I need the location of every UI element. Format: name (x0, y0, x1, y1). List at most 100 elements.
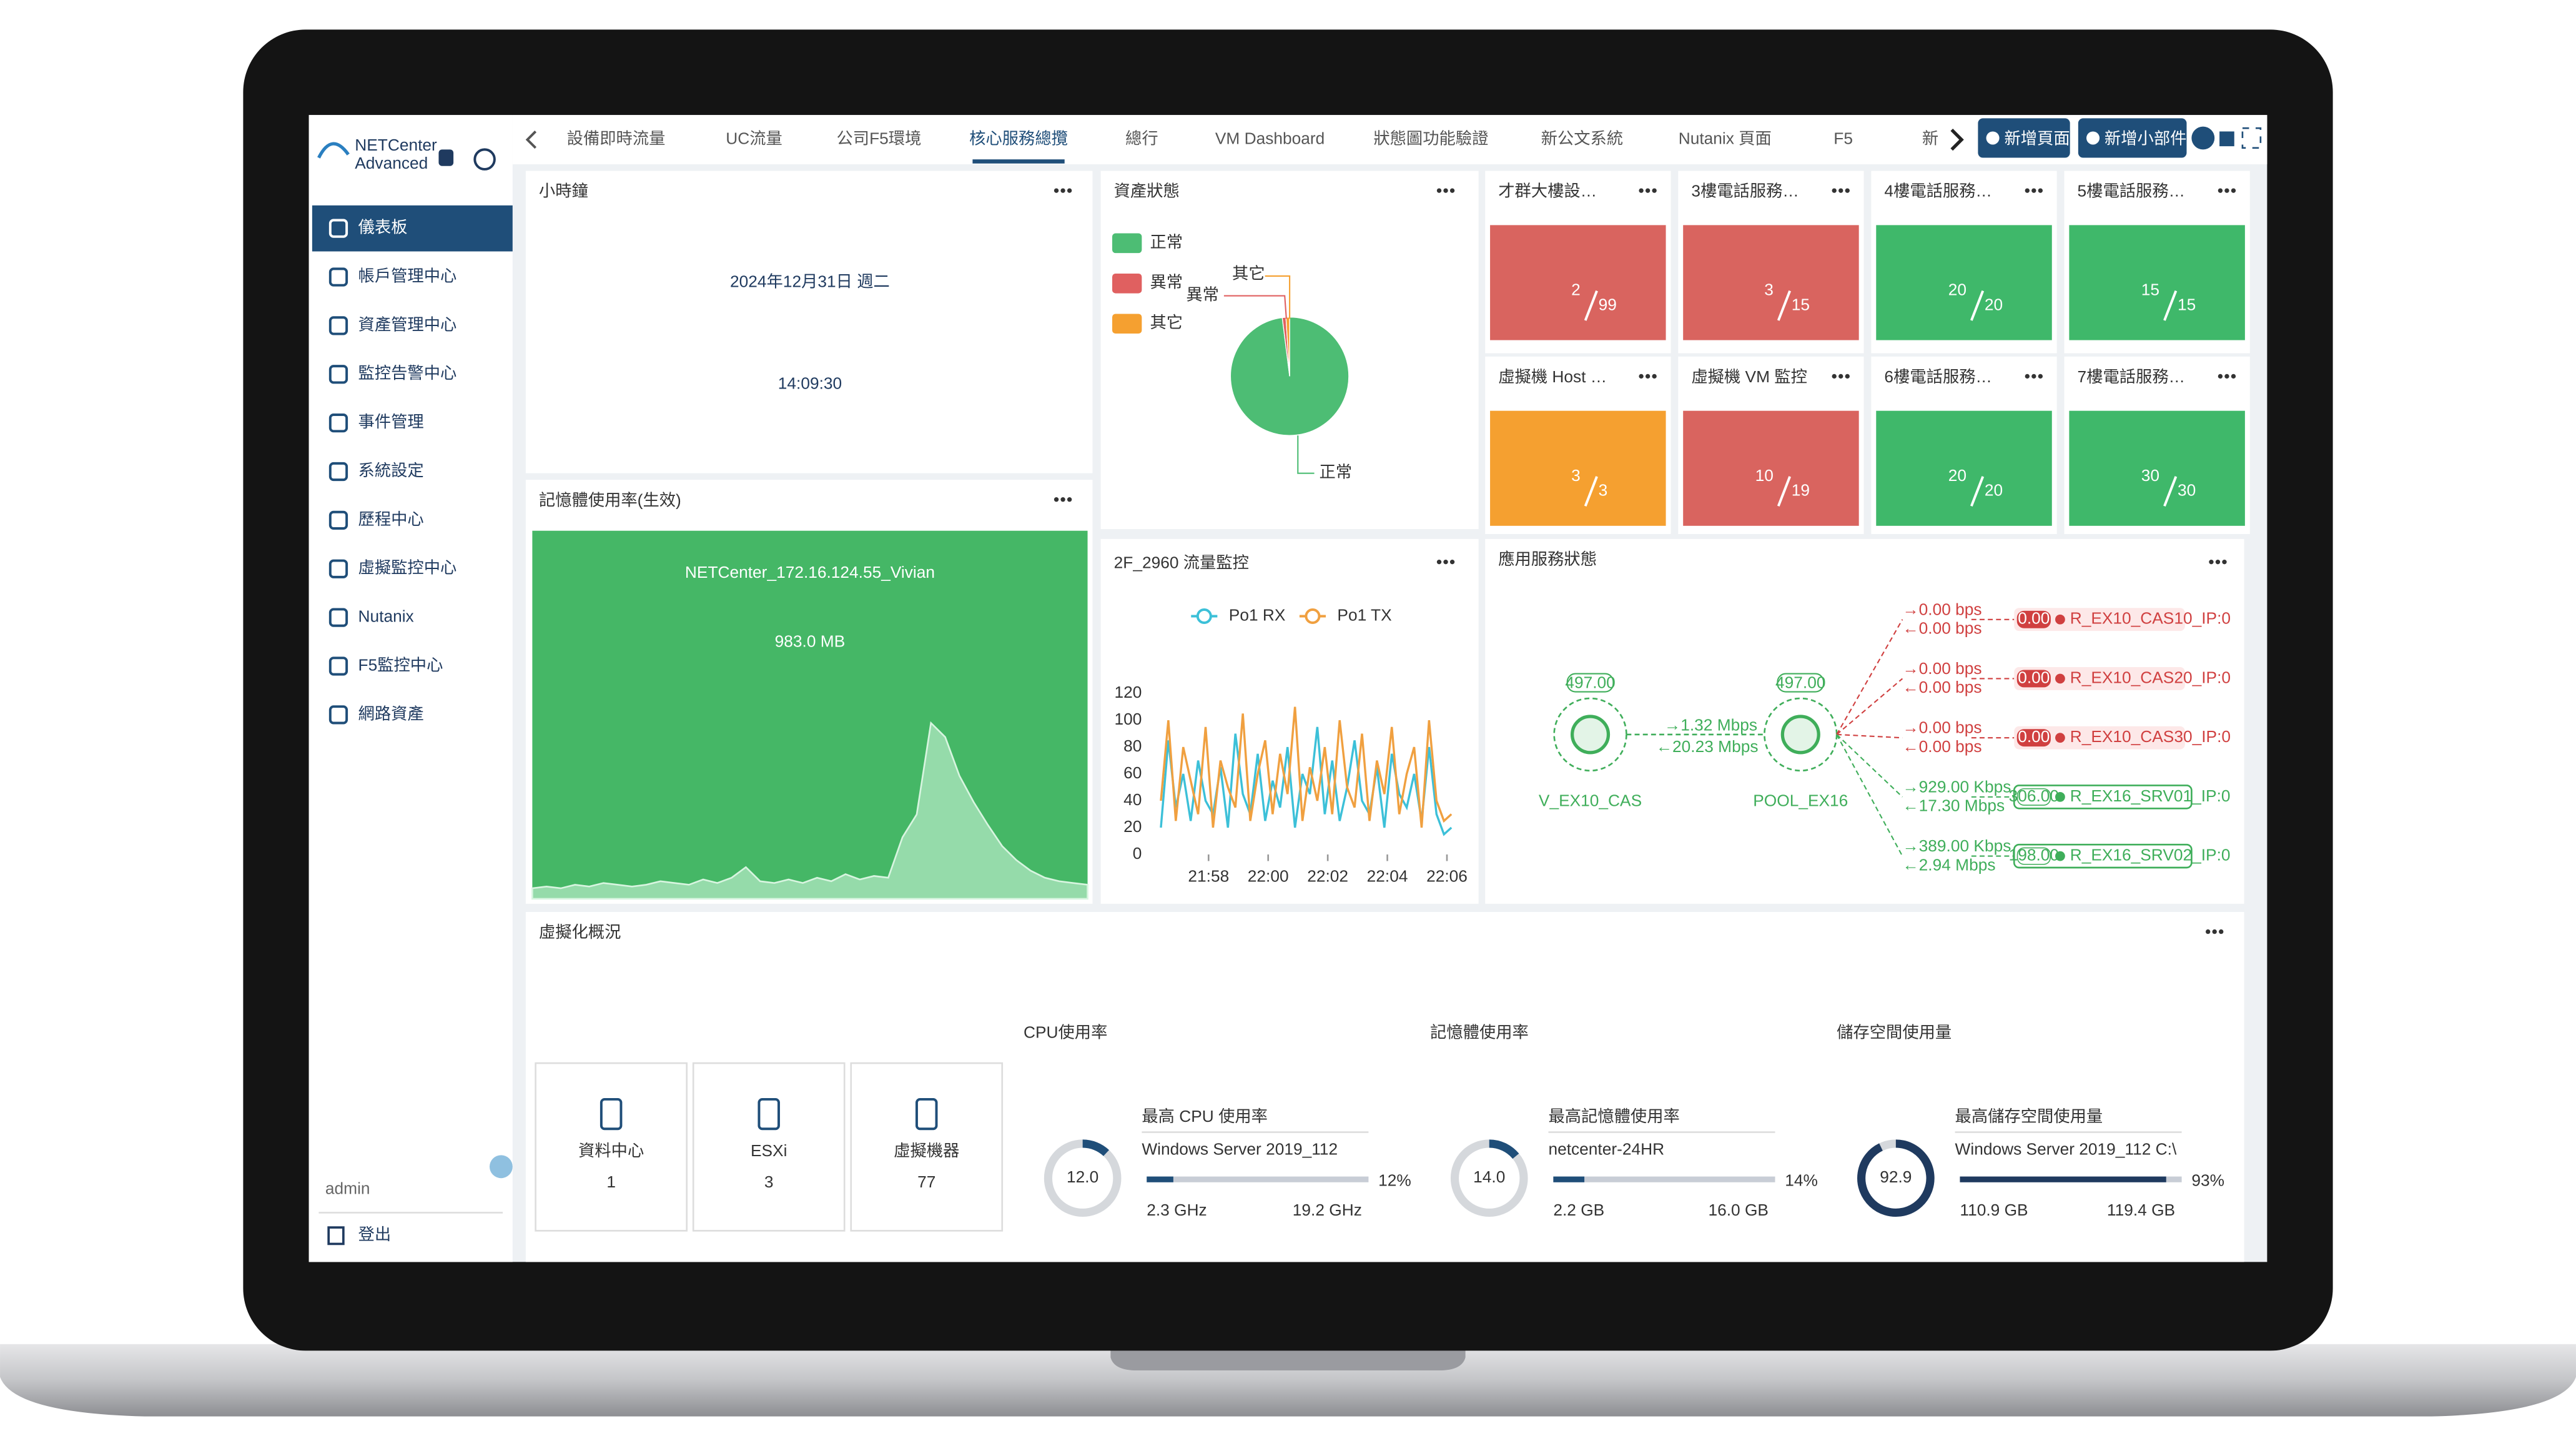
gauge-value: 14.0 (1473, 1167, 1505, 1186)
menu-item[interactable]: 系統設定 (358, 461, 424, 480)
more-dot[interactable] (2215, 560, 2221, 565)
play-icon[interactable] (2191, 126, 2215, 150)
more-dot[interactable] (1639, 374, 1644, 379)
target-box[interactable] (2013, 785, 2193, 810)
more-dot[interactable] (2231, 188, 2236, 193)
more-dot[interactable] (1645, 188, 1651, 193)
more-dot[interactable] (1645, 374, 1651, 379)
panel-title: 應用服務狀態 (1498, 550, 1597, 568)
more-dot[interactable] (2224, 374, 2229, 379)
more-dot[interactable] (2031, 374, 2036, 379)
more-dot[interactable] (1845, 374, 1850, 379)
menu-item[interactable]: 事件管理 (358, 412, 424, 431)
more-dot[interactable] (1060, 188, 1065, 193)
more-dot[interactable] (1054, 188, 1059, 193)
more-dot[interactable] (2212, 929, 2217, 934)
menu-item[interactable]: 儀表板 (358, 218, 408, 237)
more-dot[interactable] (1067, 188, 1072, 193)
tab[interactable]: 新 (1922, 129, 1938, 148)
lock-icon[interactable] (2219, 131, 2234, 147)
more-dot[interactable] (2218, 188, 2223, 193)
more-dot[interactable] (2231, 374, 2236, 379)
target-box[interactable] (2014, 726, 2185, 750)
more-dot[interactable] (2218, 374, 2223, 379)
metric-subtitle: 最高記憶體使用率 (1548, 1107, 1679, 1126)
more-dot[interactable] (1067, 497, 1072, 502)
target-box[interactable] (2014, 667, 2185, 690)
more-dot[interactable] (1436, 560, 1442, 565)
tile-value: 10 (1755, 466, 1774, 485)
menu-item[interactable]: 資產管理中心 (358, 315, 457, 334)
more-dot[interactable] (1449, 188, 1455, 193)
more-dot[interactable] (2031, 188, 2036, 193)
more-dot[interactable] (1443, 560, 1448, 565)
target-box[interactable] (2014, 608, 2185, 631)
tab[interactable]: 設備即時流量 (567, 129, 666, 148)
more-dot[interactable] (1838, 374, 1843, 379)
menu-item[interactable]: Nutanix (358, 607, 414, 626)
more-dot[interactable] (2219, 929, 2224, 934)
more-dot[interactable] (2209, 560, 2214, 565)
target-label: R_EX10_CAS30_IP:0 (2070, 727, 2231, 746)
more-dot[interactable] (2025, 374, 2030, 379)
icon[interactable] (438, 149, 454, 166)
more-dot[interactable] (2224, 188, 2229, 193)
metric-percent: 14% (1785, 1171, 1818, 1189)
x-tick-label: 22:06 (1426, 867, 1468, 886)
more-dot[interactable] (2038, 374, 2043, 379)
tab-prev[interactable] (525, 131, 537, 149)
tab[interactable]: Nutanix 頁面 (1679, 129, 1772, 148)
link (1836, 734, 1903, 798)
tile-slash (1584, 476, 1598, 507)
more-dot[interactable] (2025, 188, 2030, 193)
tab[interactable]: F5 (1833, 129, 1853, 148)
more-dot[interactable] (1639, 188, 1644, 193)
tab[interactable]: 總行 (1125, 129, 1158, 148)
more-dot[interactable] (1652, 374, 1657, 379)
tile-title: 4樓電話服務… (1884, 182, 1991, 201)
logout[interactable]: 登出 (358, 1225, 392, 1244)
button-label[interactable]: 新增小部件 (2105, 129, 2186, 148)
more-dot[interactable] (1060, 497, 1065, 502)
menu-item[interactable]: F5監控中心 (358, 655, 443, 674)
more-dot[interactable] (1652, 188, 1657, 193)
y-tick-label: 80 (1123, 736, 1142, 755)
menu-item[interactable]: 監控告警中心 (358, 364, 457, 382)
more-dot[interactable] (1054, 497, 1059, 502)
menu-item[interactable]: 帳戶管理中心 (358, 266, 457, 285)
tab[interactable]: 狀態圖功能驗證 (1373, 129, 1488, 148)
more-dot[interactable] (2205, 929, 2211, 934)
tile-total: 19 (1792, 481, 1810, 500)
more-dot[interactable] (1832, 374, 1837, 379)
tab[interactable]: 公司F5環境 (837, 129, 922, 148)
more-dot[interactable] (2038, 188, 2043, 193)
y-tick-label: 0 (1133, 844, 1142, 863)
tab[interactable]: VM Dashboard (1215, 129, 1325, 148)
more-dot[interactable] (1436, 188, 1442, 193)
tab[interactable]: 核心服務總攬 (969, 129, 1068, 148)
more-dot[interactable] (1449, 560, 1455, 565)
icon[interactable] (473, 148, 496, 171)
button[interactable] (2078, 118, 2187, 158)
button[interactable] (1978, 118, 2070, 158)
target-box[interactable] (2013, 843, 2193, 869)
collapse-button[interactable] (489, 1155, 513, 1179)
tab[interactable]: 新公文系統 (1541, 129, 1623, 148)
button-label[interactable]: 新增頁面 (2004, 129, 2070, 148)
menu-item[interactable]: 網路資產 (358, 704, 424, 723)
more-dot[interactable] (1443, 188, 1448, 193)
more-dot[interactable] (1838, 188, 1843, 193)
menu-item[interactable]: 歷程中心 (358, 510, 424, 528)
tab-next[interactable] (1950, 128, 1964, 151)
panel-title: 2F_2960 流量監控 (1114, 553, 1249, 572)
panel-title: 小時鐘 (539, 182, 588, 201)
menu-item[interactable]: 虛擬監控中心 (358, 558, 457, 577)
tile-total: 3 (1599, 481, 1608, 500)
tab[interactable]: UC流量 (726, 129, 782, 148)
target-badge (2016, 847, 2051, 865)
more-dot[interactable] (2222, 560, 2227, 565)
more-dot[interactable] (1845, 188, 1850, 193)
more-dot[interactable] (1832, 188, 1837, 193)
fullscreen-icon[interactable] (2241, 127, 2262, 149)
